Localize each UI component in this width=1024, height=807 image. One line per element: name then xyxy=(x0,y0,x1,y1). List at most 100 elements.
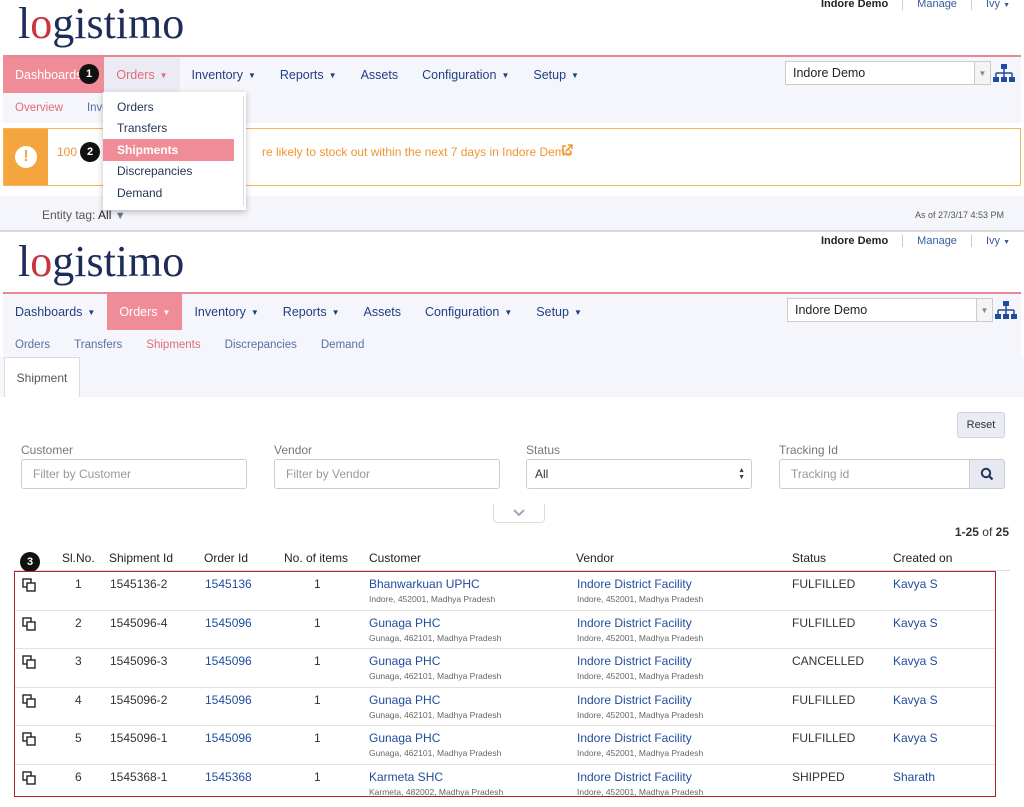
cell-created-by-link[interactable]: Kavya S xyxy=(893,654,938,668)
dropdown-scrollbar xyxy=(243,96,244,206)
nav-inventory[interactable]: Inventory ▼ xyxy=(191,68,256,82)
vendor-filter-input[interactable]: Filter by Vendor xyxy=(274,459,500,489)
cell-created-by-link[interactable]: Kavya S xyxy=(893,692,938,707)
hierarchy-icon[interactable] xyxy=(993,63,1015,83)
cell-customer-link[interactable]: Karmeta SHC xyxy=(369,769,444,784)
nav-configuration[interactable]: Configuration ▼ xyxy=(422,68,510,82)
cell-vendor-link[interactable]: Indore District Facility xyxy=(577,692,692,707)
view-shipment-icon[interactable] xyxy=(22,732,36,746)
entity-tag-row: Entity tag: All ▼ As of 27/3/17 4:53 PM xyxy=(0,196,1024,230)
table-row[interactable]: 4 1545096-2 1545096 1 Gunaga PHC Gunaga, 4621… xyxy=(15,688,995,726)
menu-item-demand[interactable]: Demand xyxy=(117,185,163,200)
customer-filter-label: Customer xyxy=(21,443,74,457)
nav-inventory[interactable]: Inventory ▼ xyxy=(194,305,259,319)
current-entity-label: Indore Demo xyxy=(807,0,904,10)
table-row[interactable]: 1 1545136-2 1545136 1 Bhanwarkuan UPHC Indore… xyxy=(15,572,995,611)
nav-configuration[interactable]: Configuration ▼ xyxy=(425,305,513,319)
nav-reports[interactable]: Reports ▼ xyxy=(282,305,340,319)
cell-order-id-link[interactable]: 1545096 xyxy=(205,654,252,668)
nav-assets[interactable]: Assets xyxy=(360,68,399,82)
as-of-timestamp: As of 27/3/17 4:53 PM xyxy=(914,210,1004,220)
caret-down-icon: ▼ xyxy=(159,70,168,80)
warning-icon: ! xyxy=(4,129,48,185)
nav-reports[interactable]: Reports ▼ xyxy=(279,68,337,82)
filter-icon: ▼ xyxy=(114,210,126,222)
entity-tag-filter[interactable]: Entity tag: All ▼ xyxy=(42,208,126,222)
cell-vendor-link[interactable]: Indore District Facility xyxy=(577,731,692,745)
menu-item-transfers[interactable]: Transfers xyxy=(117,121,168,136)
cell-status: SHIPPED xyxy=(792,769,845,784)
tab-shipment[interactable]: Shipment xyxy=(4,357,80,397)
subnav-overview[interactable]: Overview xyxy=(15,102,63,114)
cell-order-id-link[interactable]: 1545096 xyxy=(205,615,252,630)
cell-customer-link[interactable]: Gunaga PHC xyxy=(369,654,441,668)
search-button[interactable] xyxy=(969,459,1005,489)
subnav-demand[interactable]: Demand xyxy=(320,339,365,351)
nav-dashboards[interactable]: Dashboards ▼ xyxy=(15,305,96,319)
cell-order-id-link[interactable]: 1545096 xyxy=(205,731,252,745)
menu-item-discrepancies[interactable]: Discrepancies xyxy=(117,164,193,179)
cell-no-of-items: 1 xyxy=(314,769,321,784)
cell-order-id-link[interactable]: 1545136 xyxy=(205,577,252,591)
cell-created-by-link[interactable]: Kavya S xyxy=(893,577,938,591)
table-row[interactable]: 3 1545096-3 1545096 1 Gunaga PHC Gunaga, 4621… xyxy=(15,649,995,688)
cell-customer-link[interactable]: Gunaga PHC xyxy=(369,692,441,707)
customer-filter-input[interactable]: Filter by Customer xyxy=(21,459,247,489)
external-link-icon[interactable] xyxy=(561,144,573,156)
view-shipment-icon[interactable] xyxy=(22,770,36,785)
nav-setup[interactable]: Setup ▼ xyxy=(536,305,582,319)
cell-vendor-link[interactable]: Indore District Facility xyxy=(577,615,692,630)
view-shipment-icon[interactable] xyxy=(22,693,36,708)
table-row[interactable]: 2 1545096-4 1545096 1 Gunaga PHC Gunaga, 4621… xyxy=(15,611,995,649)
alert-message[interactable]: re likely to stock out within the next 7… xyxy=(262,145,572,159)
cell-vendor-link[interactable]: Indore District Facility xyxy=(577,577,692,591)
view-shipment-icon[interactable] xyxy=(22,578,36,592)
cell-vendor-link[interactable]: Indore District Facility xyxy=(577,769,692,784)
cell-status: FULFILLED xyxy=(792,731,856,745)
entity-select[interactable]: Indore Demo ▼ xyxy=(787,298,993,322)
cell-status: FULFILLED xyxy=(792,577,856,591)
cell-customer-link[interactable]: Gunaga PHC xyxy=(369,731,441,745)
cell-slno: 4 xyxy=(75,692,82,707)
manage-link[interactable]: Manage xyxy=(903,0,972,10)
caret-down-icon: ▼ xyxy=(504,307,513,317)
cell-order-id-link[interactable]: 1545096 xyxy=(205,692,252,707)
nav-setup[interactable]: Setup ▼ xyxy=(533,68,579,82)
expand-filters-toggle[interactable] xyxy=(493,504,545,523)
subnav-transfers[interactable]: Transfers xyxy=(74,339,123,351)
nav-orders[interactable]: Orders ▼ xyxy=(104,57,180,93)
cell-created-by-link[interactable]: Kavya S xyxy=(893,731,938,745)
table-row[interactable]: 6 1545368-1 1545368 1 Karmeta SHC Karmeta, 48… xyxy=(15,765,995,804)
menu-item-orders[interactable]: Orders xyxy=(117,99,154,114)
manage-link[interactable]: Manage xyxy=(903,235,972,247)
cell-customer-link[interactable]: Bhanwarkuan UPHC xyxy=(369,577,480,591)
table-row[interactable]: 5 1545096-1 1545096 1 Gunaga PHC Gunaga, 4621… xyxy=(15,726,995,765)
cell-created-by-link[interactable]: Kavya S xyxy=(893,615,938,630)
cell-customer-link[interactable]: Gunaga PHC xyxy=(369,615,441,630)
menu-item-shipments[interactable]: Shipments xyxy=(103,139,234,161)
caret-down-icon: ▼ xyxy=(573,307,582,317)
user-menu[interactable]: Ivy ▼ xyxy=(985,235,1010,247)
cell-created-by-link[interactable]: Sharath xyxy=(893,769,936,784)
entity-select[interactable]: Indore Demo ▼ xyxy=(785,61,991,85)
nav-orders[interactable]: Orders ▼ xyxy=(107,294,183,330)
nav-assets[interactable]: Assets xyxy=(363,305,402,319)
cell-vendor-address: Indore, 452001, Madhya Pradesh xyxy=(577,632,704,643)
shipments-table-body: 1 1545136-2 1545136 1 Bhanwarkuan UPHC Indore… xyxy=(14,571,996,797)
view-shipment-icon[interactable] xyxy=(22,616,36,631)
cell-customer-address: Gunaga, 462101, Madhya Pradesh xyxy=(369,632,502,643)
tracking-id-label: Tracking Id xyxy=(779,443,838,457)
cell-vendor-link[interactable]: Indore District Facility xyxy=(577,654,692,668)
caret-down-icon: ▼ xyxy=(250,307,259,317)
subnav-discrepancies[interactable]: Discrepancies xyxy=(224,339,297,351)
cell-vendor-address: Indore, 452001, Madhya Pradesh xyxy=(577,748,704,758)
status-select[interactable]: All ▲ ▼ xyxy=(526,459,752,489)
user-menu[interactable]: Ivy ▼ xyxy=(985,0,1010,10)
cell-order-id-link[interactable]: 1545368 xyxy=(205,769,252,784)
hierarchy-icon[interactable] xyxy=(995,300,1017,320)
subnav-shipments[interactable]: Shipments xyxy=(146,339,201,351)
tracking-id-input[interactable]: Tracking id xyxy=(779,459,971,489)
subnav-orders[interactable]: Orders xyxy=(15,339,51,351)
reset-button[interactable]: Reset xyxy=(957,412,1005,438)
view-shipment-icon[interactable] xyxy=(22,655,36,669)
